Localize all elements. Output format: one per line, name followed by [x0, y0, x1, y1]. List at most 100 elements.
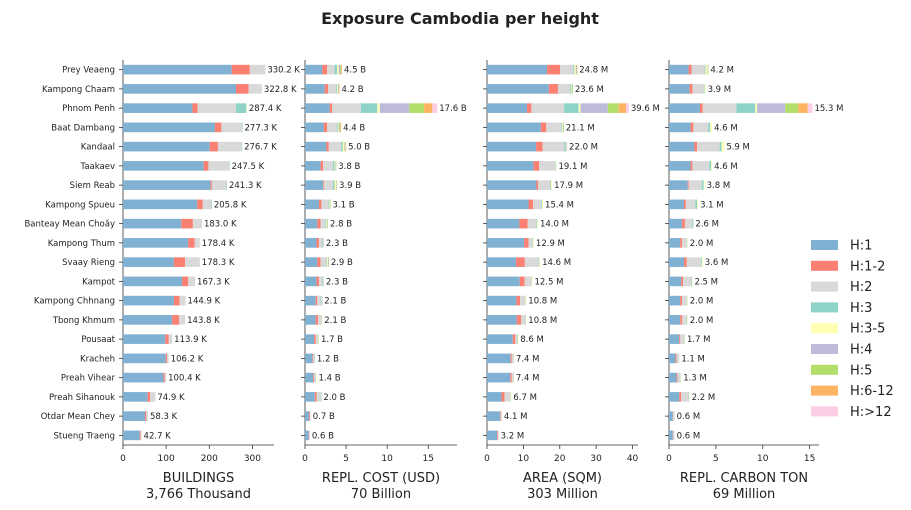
bar-segment — [321, 199, 329, 210]
bar-segment — [179, 315, 186, 325]
data-label: 1.4 B — [319, 374, 341, 384]
bar-segment — [703, 180, 705, 190]
legend-swatch — [811, 323, 838, 334]
bar-segment — [487, 122, 541, 133]
data-label: 106.2 K — [171, 354, 204, 364]
bar-segment — [521, 315, 526, 325]
bar-segment — [692, 218, 694, 229]
panel-3: 0 10 20 30 40 AREA (SQM)303 Million 24.8 M 23.6… — [483, 60, 660, 502]
bar-segment — [695, 199, 698, 210]
bar-segment — [691, 64, 705, 75]
bar-segment — [704, 64, 706, 75]
data-label: 277.3 K — [245, 123, 278, 133]
bar-segment — [123, 276, 183, 287]
data-label: 3.2 M — [501, 431, 525, 441]
bar-segment — [309, 430, 310, 441]
bar-segment — [328, 199, 330, 210]
x-tick-label: 100 — [158, 454, 175, 464]
bar-segment — [525, 295, 527, 306]
bar-segment — [336, 84, 338, 94]
bar-segment — [684, 257, 687, 267]
bar-segment — [379, 103, 410, 113]
data-label: 21.1 M — [566, 123, 595, 133]
bar-segment — [305, 372, 314, 383]
bar-segment — [536, 141, 543, 152]
bar-segment — [689, 392, 690, 402]
data-label: 23.6 M — [575, 85, 604, 95]
bar-segment — [168, 334, 173, 344]
bar-segment — [540, 122, 547, 133]
bar-segment — [327, 64, 335, 75]
bar-segment — [524, 257, 539, 267]
bar-segment — [305, 334, 315, 344]
bar-segment — [305, 295, 316, 306]
bar-segment — [432, 103, 438, 113]
data-label: 178.4 K — [202, 239, 235, 249]
bar-segment — [123, 64, 232, 75]
data-label: 17.6 B — [439, 104, 467, 114]
bar-segment — [676, 353, 680, 364]
data-label: 2.9 B — [331, 258, 353, 268]
bar-segment — [531, 103, 565, 113]
bar-segment — [334, 161, 336, 171]
bar-segment — [163, 372, 165, 383]
bar-segment — [305, 122, 324, 133]
bar-segment — [309, 411, 311, 421]
bar-segment — [320, 295, 322, 306]
bar-segment — [334, 180, 337, 190]
bar-segment — [571, 84, 573, 94]
bar-segment — [690, 161, 693, 171]
data-label: 0.6 M — [677, 412, 701, 422]
bar-segment — [323, 161, 333, 171]
bar-segment — [669, 218, 683, 229]
data-label: 4.6 M — [714, 162, 738, 172]
bar-segment — [337, 64, 339, 75]
bar-segment — [326, 218, 328, 229]
bar-segment — [570, 84, 572, 94]
bar-segment — [337, 84, 338, 94]
bar-segment — [336, 180, 337, 190]
data-label: 276.7 K — [244, 143, 277, 153]
bar-segment — [487, 84, 549, 94]
bar-segment — [487, 353, 511, 364]
x-tick-label: 5 — [343, 454, 349, 464]
bar-segment — [332, 103, 361, 113]
bar-segment — [327, 257, 329, 267]
bar-segment — [550, 180, 552, 190]
x-tick-label: 5 — [713, 454, 719, 464]
bar-segment — [516, 257, 525, 267]
bar-segment — [182, 276, 189, 287]
bar-segment — [537, 218, 538, 229]
bar-segment — [314, 392, 317, 402]
data-label: 1.7 M — [687, 335, 711, 345]
bar-segment — [323, 276, 324, 287]
bar-segment — [321, 315, 323, 325]
bar-segment — [681, 392, 689, 402]
bar-segment — [329, 103, 333, 113]
bar-segment — [542, 141, 565, 152]
bar-segment — [511, 372, 514, 383]
bar-segment — [305, 218, 318, 229]
bar-segment — [697, 141, 720, 152]
bar-segment — [618, 103, 626, 113]
bar-segment — [334, 64, 338, 75]
data-label: 74.9 K — [157, 393, 185, 403]
bar-segment — [123, 218, 182, 229]
bar-segment — [520, 295, 526, 306]
bar-segment — [305, 411, 310, 421]
bar-segment — [680, 334, 684, 344]
bar-segment — [669, 84, 690, 94]
bar-segment — [197, 103, 237, 113]
y-tick-label: Banteay Mean Choăy — [24, 220, 115, 230]
data-label: 7.4 M — [516, 374, 540, 384]
data-label: 241.3 K — [229, 181, 262, 191]
bar-segment — [541, 199, 544, 210]
bar-segment — [123, 315, 173, 325]
bar-segment — [709, 161, 712, 171]
bar-segment — [188, 238, 195, 248]
bar-segment — [702, 103, 737, 113]
data-label: 2.0 M — [690, 239, 714, 249]
bar-segment — [546, 122, 562, 133]
